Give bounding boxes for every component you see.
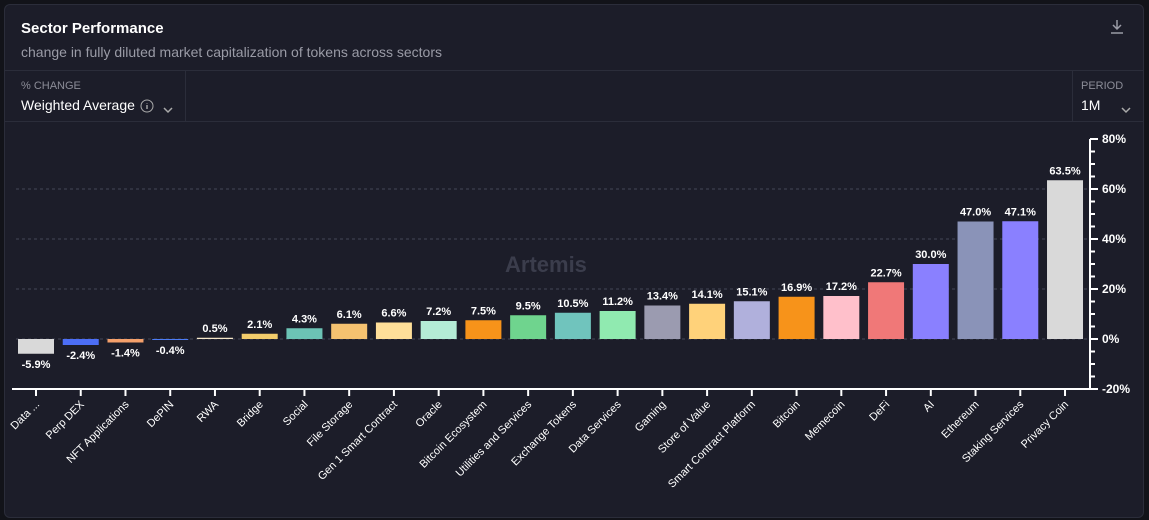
- bar: [286, 328, 323, 339]
- x-tick-label: Bridge: [235, 399, 266, 430]
- data-label: -0.4%: [156, 345, 185, 357]
- data-label: 7.2%: [426, 306, 451, 318]
- change-label: % CHANGE: [21, 80, 81, 92]
- bar: [62, 339, 99, 345]
- change-select[interactable]: % CHANGE Weighted Average: [5, 71, 186, 121]
- bar: [196, 337, 233, 339]
- period-select[interactable]: PERIOD 1M: [1072, 71, 1143, 121]
- watermark: Artemis: [505, 252, 587, 277]
- x-tick-label: Memecoin: [803, 399, 847, 443]
- bar: [689, 303, 726, 339]
- bar: [152, 339, 189, 340]
- bar: [599, 311, 636, 339]
- bar: [778, 296, 815, 339]
- bar: [644, 305, 681, 339]
- bar: [1047, 180, 1084, 339]
- data-label: 30.0%: [915, 249, 946, 261]
- x-tick-label: Ethereum: [939, 399, 981, 441]
- download-icon[interactable]: [1109, 19, 1125, 40]
- x-tick-label: RWA: [195, 398, 222, 425]
- bar: [868, 282, 905, 339]
- period-label: PERIOD: [1081, 80, 1124, 92]
- bar: [107, 339, 144, 343]
- info-icon[interactable]: [140, 99, 154, 118]
- bar: [554, 312, 591, 339]
- data-label: 7.5%: [471, 305, 496, 317]
- x-tick-label: Utilities and Services: [454, 398, 535, 479]
- x-tick-label: Privacy Coin: [1019, 399, 1071, 451]
- y-tick-label: -20%: [1102, 382, 1130, 396]
- data-label: 63.5%: [1049, 165, 1080, 177]
- x-tick-label: Smart Contract Platform: [666, 399, 758, 491]
- bar: [375, 322, 412, 339]
- y-tick-label: 20%: [1102, 282, 1126, 296]
- chart-controls: % CHANGE Weighted Average PERIOD 1M: [5, 70, 1143, 122]
- data-label: 14.1%: [691, 289, 722, 301]
- bar: [510, 315, 547, 339]
- data-label: 47.0%: [960, 207, 991, 219]
- data-label: 11.2%: [602, 296, 633, 308]
- data-label: 15.1%: [736, 286, 767, 298]
- data-label: 13.4%: [647, 291, 678, 303]
- data-label: 16.9%: [781, 282, 812, 294]
- y-tick-label: 80%: [1102, 132, 1126, 146]
- bar: [733, 301, 770, 339]
- period-value: 1M: [1081, 97, 1101, 113]
- data-label: 17.2%: [826, 281, 857, 293]
- change-value: Weighted Average: [21, 97, 135, 113]
- y-tick-label: 0%: [1102, 332, 1120, 346]
- bar: [331, 323, 368, 339]
- chart-title: Sector Performance: [21, 20, 164, 37]
- bar: [912, 264, 949, 339]
- chevron-down-icon[interactable]: [1121, 101, 1131, 119]
- data-label: 6.1%: [337, 309, 362, 321]
- data-label: 47.1%: [1005, 206, 1036, 218]
- data-label: 4.3%: [292, 313, 317, 325]
- x-tick-label: AI: [921, 399, 937, 415]
- x-tick-label: Bitcoin: [771, 399, 803, 431]
- bar: [1002, 221, 1039, 339]
- x-tick-label: Social: [281, 399, 311, 429]
- bar: [18, 339, 54, 354]
- x-tick-label: DeFi: [867, 399, 892, 424]
- x-tick-label: Perp DEX: [44, 398, 88, 442]
- data-label: -1.4%: [111, 348, 140, 360]
- bar: [823, 296, 860, 339]
- data-label: -5.9%: [22, 359, 51, 371]
- y-tick-label: 40%: [1102, 232, 1126, 246]
- bar: [241, 333, 278, 339]
- bar: [957, 221, 994, 339]
- data-label: 2.1%: [247, 319, 272, 331]
- chart-subtitle: change in fully diluted market capitaliz…: [21, 44, 442, 60]
- data-label: 6.6%: [381, 308, 406, 320]
- sector-performance-card: Sector Performance change in fully dilut…: [4, 4, 1144, 518]
- chevron-down-icon[interactable]: [163, 101, 173, 119]
- x-tick-label: Gen 1 Smart Contract: [316, 399, 400, 483]
- bar: [465, 320, 502, 339]
- x-tick-label: Gaming: [633, 399, 669, 435]
- bar: [420, 321, 457, 339]
- data-label: 10.5%: [557, 298, 588, 310]
- x-tick-label: Data ...: [9, 399, 43, 433]
- data-label: 22.7%: [870, 267, 901, 279]
- data-label: 9.5%: [516, 300, 541, 312]
- y-tick-label: 60%: [1102, 182, 1126, 196]
- data-label: 0.5%: [202, 323, 227, 335]
- data-label: -2.4%: [66, 350, 95, 362]
- x-tick-label: Oracle: [413, 399, 444, 430]
- x-tick-label: DePIN: [145, 399, 176, 430]
